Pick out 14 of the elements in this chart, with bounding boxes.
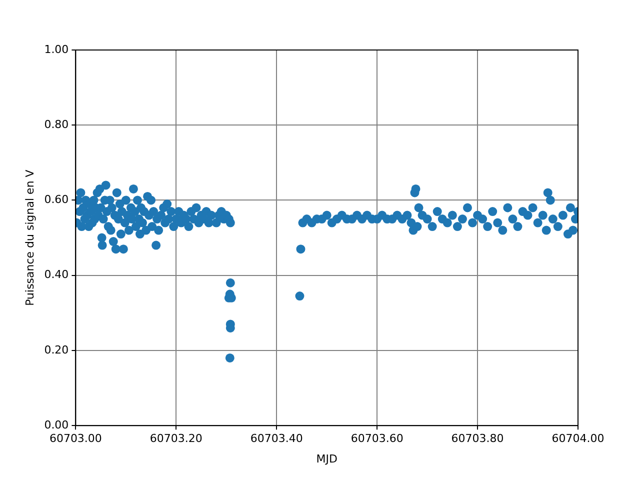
x-tick-label: 60703.40	[250, 432, 303, 446]
y-tick-label: 0.80	[44, 118, 69, 131]
x-tick-label: 60704.00	[552, 432, 604, 446]
y-tick-label: 1.00	[44, 42, 69, 56]
y-tick-label: 0.00	[44, 418, 69, 432]
y-axis-title: Puissance du signal en V	[23, 169, 36, 306]
y-tick-label: 0.20	[44, 343, 69, 356]
x-tick-label: 60703.80	[451, 432, 504, 446]
y-tick-label: 0.60	[44, 193, 69, 206]
x-tick-label: 60703.00	[49, 432, 102, 446]
x-tick-label: 60703.20	[150, 432, 202, 446]
y-tick-label: 0.40	[44, 268, 69, 282]
x-tick-label: 60703.60	[350, 432, 404, 446]
x-axis-title: MJD	[316, 452, 338, 466]
